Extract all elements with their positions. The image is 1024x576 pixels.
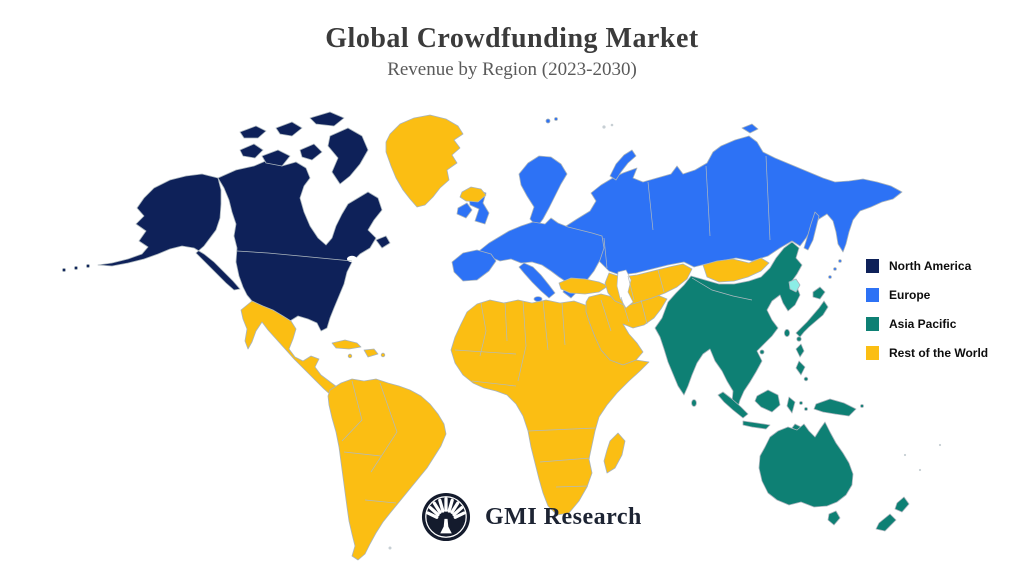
moluccas [799, 401, 803, 405]
header: Global Crowdfunding Market Revenue by Re… [0, 23, 1024, 81]
arctic-island [261, 149, 291, 167]
region-iberia [451, 249, 497, 282]
region-china-india-sea [654, 241, 803, 411]
arctic-island [239, 143, 264, 159]
legend-label: Rest of the World [889, 346, 989, 360]
region-madagascar [603, 432, 626, 474]
region-australia [758, 421, 854, 508]
kuril-island [828, 275, 832, 279]
region-africa [450, 299, 650, 516]
north-korea-patch [788, 278, 801, 293]
legend-item-rest-of-world: Rest of the World [866, 346, 988, 360]
sri-lanka [691, 399, 697, 407]
nz-north-island [894, 496, 910, 513]
arctic-island [299, 143, 323, 161]
legend-item-asia-pacific: Asia Pacific [866, 317, 988, 331]
java [742, 420, 771, 430]
brand-name: GMI Research [485, 503, 642, 530]
island-specks [388, 123, 942, 550]
cuba [331, 339, 362, 350]
region-alaska [97, 173, 241, 291]
svalbard [545, 118, 551, 124]
legend-swatch-north-america [866, 259, 879, 273]
region-italy [518, 262, 556, 299]
region-group-north-america [62, 111, 391, 332]
aleutian-island [62, 267, 67, 272]
great-lake [347, 255, 357, 263]
region-greenland [385, 114, 464, 208]
region-turkey [558, 277, 609, 295]
great-lake [357, 260, 367, 266]
legend-item-europe: Europe [866, 288, 988, 302]
page-subtitle: Revenue by Region (2023-2030) [387, 58, 637, 80]
japan-honshu [795, 300, 829, 338]
legend-swatch-asia-pacific [866, 317, 879, 331]
page-title: Global Crowdfunding Market [325, 23, 699, 54]
region-scandinavia [518, 155, 568, 228]
baffin-island [327, 127, 369, 185]
region-group-asia-pacific [654, 241, 910, 532]
legend-swatch-rest-of-world [866, 346, 879, 360]
new-britain [860, 404, 864, 408]
arctic-island [309, 111, 345, 127]
philippines [803, 376, 809, 382]
hispaniola [363, 348, 379, 358]
philippines [795, 343, 805, 358]
novaya-zemlya [609, 149, 637, 181]
region-iceland [459, 186, 487, 203]
brand-footer: GMI Research [421, 492, 642, 542]
legend-label: North America [889, 259, 972, 273]
region-russia [562, 135, 903, 276]
sulawesi [786, 396, 796, 414]
aleutian-island [74, 265, 79, 270]
japan-hokkaido [812, 286, 826, 300]
svalbard [554, 117, 558, 121]
region-group-europe [451, 117, 903, 302]
tasmania [827, 510, 841, 526]
legend-label: Asia Pacific [889, 317, 957, 331]
caribbean-island [347, 353, 353, 359]
moluccas [804, 407, 808, 411]
kuril-island [833, 267, 837, 271]
legend-swatch-europe [866, 288, 879, 302]
sicily [533, 296, 543, 302]
legend-item-north-america: North America [866, 259, 988, 273]
region-ireland [456, 202, 473, 219]
sumatra [717, 391, 749, 419]
wrangel-island [741, 123, 759, 134]
hainan [759, 349, 765, 355]
philippines [795, 360, 806, 376]
gmi-logo-icon [421, 492, 471, 542]
great-lake [367, 255, 375, 261]
region-mongolia [702, 257, 770, 283]
taiwan [784, 328, 791, 337]
us-canada-border [236, 250, 353, 262]
legend: North America Europe Asia Pacific Rest o… [866, 259, 988, 375]
country-borders [341, 155, 771, 504]
borneo [754, 389, 781, 413]
aleutian-island [86, 263, 91, 268]
newfoundland [375, 235, 391, 249]
region-canada-usa [217, 159, 383, 332]
caribbean-island [380, 352, 386, 358]
kuril-island [838, 259, 842, 263]
nz-south-island [875, 513, 897, 532]
arctic-island [239, 125, 267, 139]
japan-kyushu [796, 336, 802, 342]
new-guinea [813, 398, 857, 417]
sakhalin [803, 211, 820, 251]
legend-label: Europe [889, 288, 931, 302]
arctic-island [275, 121, 303, 137]
